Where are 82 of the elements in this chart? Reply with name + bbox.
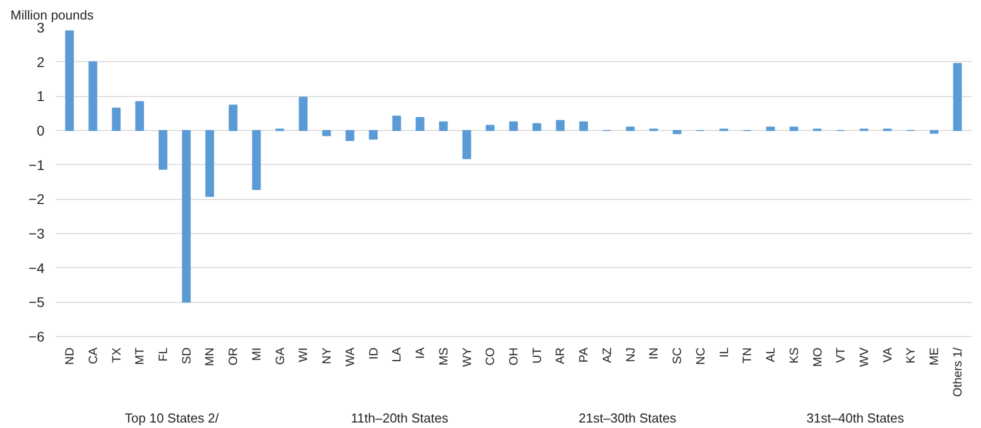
x-tick-label: MN — [202, 347, 217, 366]
x-tick-label: UT — [530, 346, 544, 364]
bar — [252, 130, 261, 190]
x-tick-label: NY — [320, 348, 334, 364]
x-tick-label: AR — [553, 347, 568, 364]
bar — [930, 130, 938, 134]
bar — [439, 121, 448, 131]
bar — [368, 130, 378, 140]
x-tick-label: VA — [880, 347, 894, 363]
x-tick-label: WY — [460, 347, 474, 367]
x-tick-label: WV — [857, 347, 872, 367]
y-tick-label: 3 — [36, 20, 45, 36]
text: Top 10 States 2/ — [124, 410, 220, 426]
x-tick-label: OH — [506, 348, 520, 366]
bar — [65, 30, 74, 131]
x-tick-label: SD — [179, 347, 194, 364]
bar — [462, 130, 472, 160]
x-tick-label: ME — [927, 348, 942, 366]
x-tick-label: TN — [740, 347, 754, 364]
y-tick-label: −6 — [28, 328, 45, 344]
y-tick-label: −3 — [28, 226, 45, 242]
x-tick-label: TX — [109, 347, 124, 363]
bar — [346, 130, 354, 141]
x-tick-label: MT — [132, 346, 147, 365]
y-tick-label: 0 — [36, 122, 45, 138]
bar — [672, 130, 682, 134]
x-tick-label: NC — [693, 347, 708, 365]
x-tick-label: NJ — [623, 347, 638, 362]
y-axis-title: Million pounds — [10, 8, 94, 22]
bar — [322, 130, 331, 136]
bar — [228, 104, 238, 131]
y-tick-label: −5 — [28, 294, 45, 310]
bar — [486, 124, 494, 131]
text: 21st–30th States — [578, 410, 677, 426]
bar — [532, 123, 542, 131]
y-tick-label: 1 — [36, 88, 45, 104]
bar — [182, 130, 191, 303]
x-tick-label: LA — [390, 347, 404, 362]
x-tick-label: MI — [249, 347, 264, 361]
y-tick-label: −2 — [28, 191, 45, 208]
bar — [509, 121, 518, 131]
bar — [205, 130, 214, 197]
y-tick-label: −4 — [28, 260, 45, 276]
bar — [790, 126, 798, 131]
x-tick-label: PA — [576, 347, 591, 363]
x-tick-label: FL — [156, 347, 170, 362]
x-tick-label: ID — [366, 347, 380, 360]
x-tick-label: GA — [272, 347, 287, 365]
x-tick-label: VT — [834, 346, 848, 363]
y-tick-label: 2 — [36, 54, 45, 70]
y-tick-label: −1 — [28, 156, 45, 173]
bar — [766, 126, 775, 131]
x-tick-label: SC — [670, 347, 684, 364]
x-tick-label: MO — [810, 347, 824, 367]
bar — [579, 121, 588, 131]
bar — [158, 130, 168, 170]
bar — [298, 96, 308, 131]
x-tick-label: IA — [413, 347, 428, 359]
x-tick-label: KY — [904, 347, 918, 364]
x-tick-label: AZ — [600, 347, 614, 363]
x-tick-label: MS — [436, 348, 450, 366]
x-tick-label: OR — [226, 347, 240, 366]
bar — [392, 116, 402, 131]
x-tick-label: ND — [62, 347, 77, 365]
x-tick-label: WI — [296, 347, 310, 362]
x-tick-label: IN — [646, 348, 661, 360]
bar — [556, 120, 565, 131]
bar — [135, 101, 144, 131]
bar — [953, 63, 962, 131]
text: 11th–20th States — [350, 410, 449, 426]
x-tick-label: WA — [342, 347, 357, 366]
x-tick-label: KS — [786, 347, 801, 364]
x-tick-label: Others 1/ — [950, 346, 964, 397]
x-tick-label: AL — [764, 347, 778, 362]
bar — [416, 116, 424, 131]
x-tick-label: CO — [483, 348, 498, 366]
bar — [88, 61, 98, 131]
x-tick-label: IL — [716, 347, 731, 358]
text: 31st–40th States — [806, 410, 905, 426]
bar — [112, 108, 121, 131]
bar — [626, 126, 635, 131]
x-tick-label: CA — [86, 348, 100, 364]
